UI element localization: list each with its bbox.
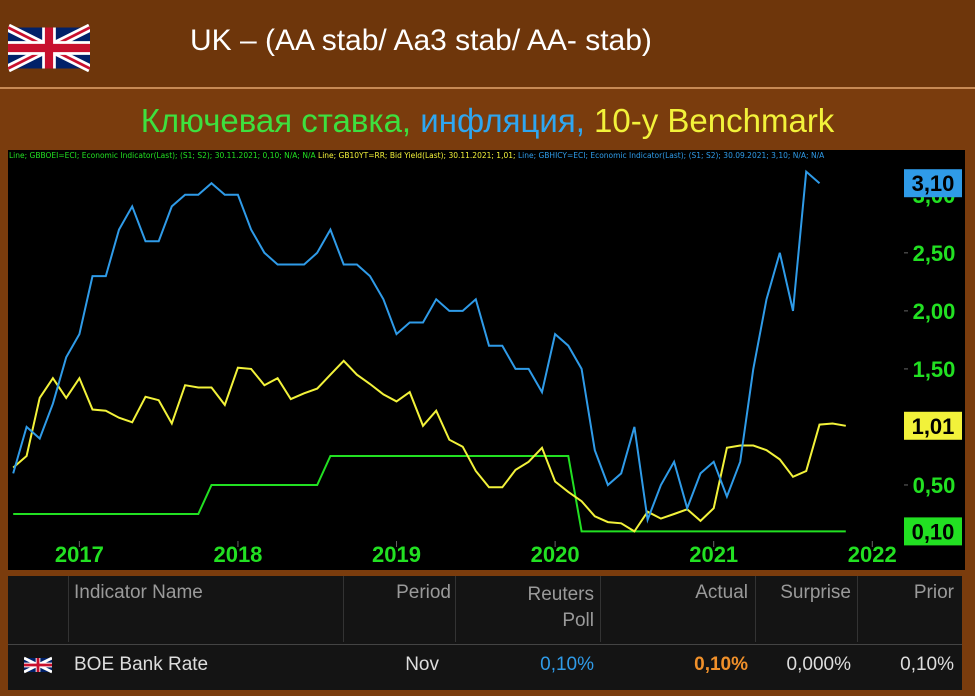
chart: Line; GBBOEI=ECI; Economic Indicator(Las… [8,150,965,570]
end-label-box [904,411,962,440]
series-line [12,359,846,533]
col-sep [857,576,858,642]
end-label: 1,01 [912,414,955,439]
header: UK – (AA stab/ Aa3 stab/ AA- stab) [0,0,975,89]
col-sep [68,576,69,642]
col-header: Surprise [780,582,851,603]
y-tick-label: 2,00 [913,299,956,324]
col-header: Reuters Poll [527,584,594,631]
title: UK – (AA stab/ Aa3 stab/ AA- stab) [190,24,652,57]
uk-flag [8,24,90,72]
x-tick-label: 2022 [848,542,897,567]
col-sep [755,576,756,642]
col-header: Actual [695,582,748,603]
subtitle-inflation: инфляция, [420,102,585,139]
cell: 0,10% [540,654,594,675]
legend-entry: Line; GB10YT=RR; Bid Yield(Last); 30.11.… [318,151,516,160]
y-tick-label: 2,50 [913,241,956,266]
col-sep [455,576,456,642]
table: Indicator Name Period Reuters Poll Actua… [8,576,962,690]
legend-entry: Line; GBHICY=ECI; Economic Indicator(Las… [518,151,825,160]
col-header: Prior [913,582,954,603]
col-sep [343,576,344,642]
cell: 0,10% [900,654,954,675]
end-label: 3,10 [912,171,955,196]
y-tick-label: 1,50 [913,357,956,382]
end-label-box [904,169,962,198]
series-line [13,455,846,533]
cell: 0,10% [694,654,748,675]
x-tick-label: 2021 [689,542,738,567]
x-tick-label: 2018 [213,542,262,567]
x-tick-label: 2017 [55,542,104,567]
cell: Nov [405,654,439,675]
col-header: Indicator Name [74,582,203,603]
subtitle-benchmark: 10-у Benchmark [594,102,835,139]
col-header: Period [396,582,451,603]
subtitle-rate: Ключевая ставка, [140,102,412,139]
end-label: 0,10 [912,519,955,544]
y-tick-label: 0,50 [913,473,956,498]
x-tick-label: 2020 [531,542,580,567]
row-sep [8,644,962,645]
chart-bg [8,150,965,570]
cell: BOE Bank Rate [74,654,209,675]
end-label-box [904,517,962,546]
x-tick-label: 2019 [372,542,421,567]
subtitle: Ключевая ставка, инфляция, 10-у Benchmar… [0,102,975,140]
series-line [12,169,821,524]
legend: Line; GBBOEI=ECI; Economic Indicator(Las… [9,151,825,160]
legend-entry: Line; GBBOEI=ECI; Economic Indicator(Las… [9,151,316,160]
uk-flag [24,656,52,674]
col-sep [600,576,601,642]
cell: 0,000% [786,654,851,675]
